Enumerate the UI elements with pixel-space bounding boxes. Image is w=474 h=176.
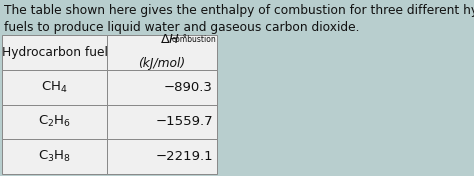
Bar: [107, 139, 217, 174]
Text: −890.3: −890.3: [164, 81, 213, 94]
Text: $\mathrm{C_2H_6}$: $\mathrm{C_2H_6}$: [38, 114, 71, 129]
Bar: [2, 35, 107, 70]
Bar: [107, 105, 217, 139]
Text: $\mathrm{C_3H_8}$: $\mathrm{C_3H_8}$: [38, 149, 71, 164]
Text: $\mathrm{CH_4}$: $\mathrm{CH_4}$: [41, 80, 68, 95]
Text: −1559.7: −1559.7: [155, 115, 213, 128]
Text: The table shown here gives the enthalpy of combustion for three different hydroc: The table shown here gives the enthalpy …: [4, 4, 474, 34]
Text: combustion: combustion: [172, 35, 217, 44]
Bar: [107, 70, 217, 105]
Bar: [2, 70, 107, 105]
Text: Hydrocarbon fuel: Hydrocarbon fuel: [1, 46, 108, 59]
Text: (kJ/mol): (kJ/mol): [138, 57, 185, 70]
Bar: [2, 105, 107, 139]
Text: −2219.1: −2219.1: [155, 150, 213, 163]
Bar: [2, 139, 107, 174]
Bar: [107, 35, 217, 70]
Text: $\Delta H^\circ$: $\Delta H^\circ$: [160, 34, 187, 47]
